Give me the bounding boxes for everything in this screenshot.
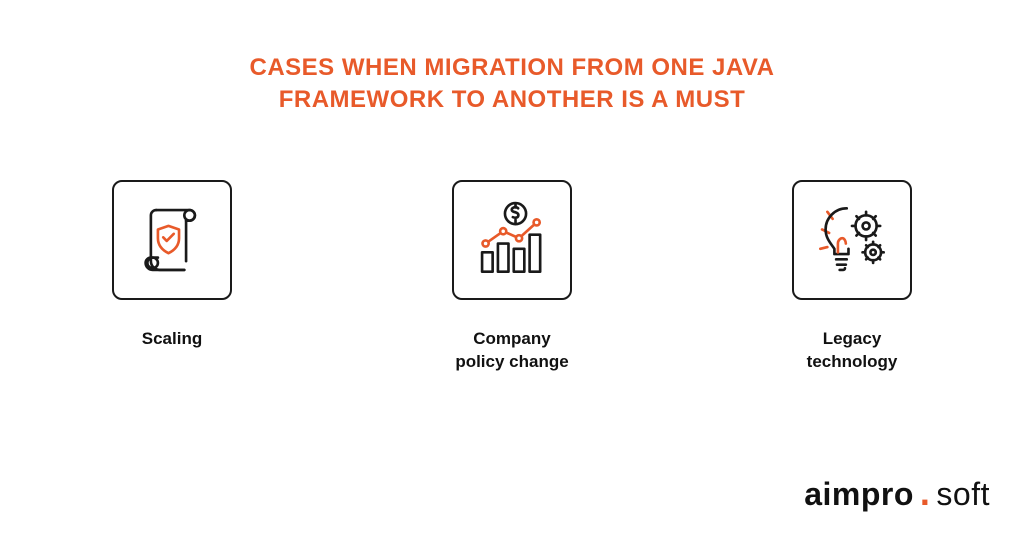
chart-dollar-icon xyxy=(468,196,556,284)
card-label-scaling: Scaling xyxy=(142,328,202,351)
icon-box-legacy xyxy=(792,180,912,300)
cards-row: Scaling xyxy=(0,180,1024,374)
icon-box-scaling xyxy=(112,180,232,300)
page-title: CASES WHEN MIGRATION FROM ONE JAVA FRAME… xyxy=(0,52,1024,117)
logo-dot: . xyxy=(920,472,931,514)
bulb-gears-icon xyxy=(808,196,896,284)
brand-logo: aimpro . soft xyxy=(804,472,990,514)
card-label-policy: Company policy change xyxy=(455,328,568,374)
icon-box-policy xyxy=(452,180,572,300)
card-legacy: Legacy technology xyxy=(782,180,922,374)
card-label-legacy: Legacy technology xyxy=(807,328,898,374)
title-line-2: FRAMEWORK TO ANOTHER IS A MUST xyxy=(279,86,746,113)
logo-part2: soft xyxy=(936,476,990,513)
scroll-shield-icon xyxy=(128,196,216,284)
title-line-1: CASES WHEN MIGRATION FROM ONE JAVA xyxy=(249,54,774,81)
card-policy: Company policy change xyxy=(442,180,582,374)
card-scaling: Scaling xyxy=(102,180,242,374)
infographic-canvas: CASES WHEN MIGRATION FROM ONE JAVA FRAME… xyxy=(0,0,1024,538)
logo-part1: aimpro xyxy=(804,476,914,513)
